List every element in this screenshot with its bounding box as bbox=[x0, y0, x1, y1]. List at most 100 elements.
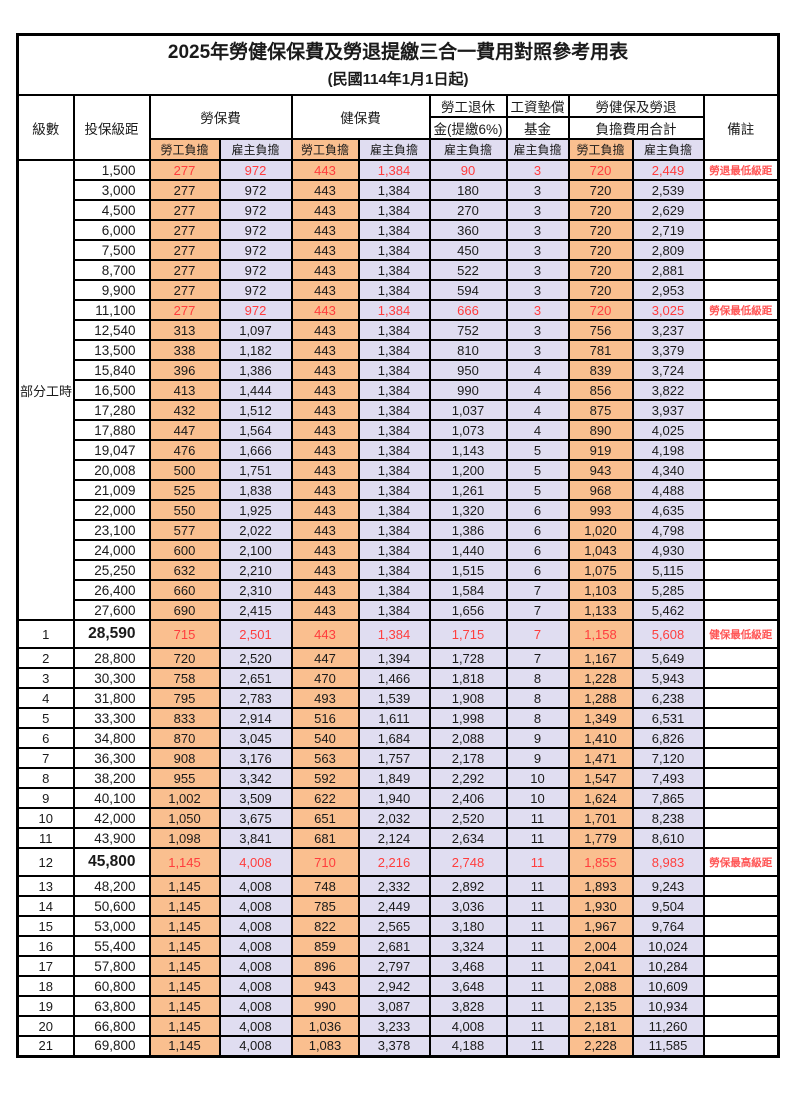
total-employer-cell: 2,449 bbox=[631, 159, 705, 181]
pension-employer-cell: 950 bbox=[428, 359, 508, 381]
bracket-cell: 27,600 bbox=[72, 599, 151, 621]
table-row: 3 30,300 758 2,651 470 1,466 1,818 8 1,228 5,943 bbox=[16, 667, 780, 689]
health-insurance-worker-cell: 447 bbox=[290, 647, 360, 669]
level-cell: 4 bbox=[16, 687, 75, 709]
remark-cell bbox=[702, 359, 780, 381]
pension-employer-cell: 180 bbox=[428, 179, 508, 201]
total-employer-cell: 4,198 bbox=[631, 439, 705, 461]
pension-employer-cell: 450 bbox=[428, 239, 508, 261]
wage-fund-employer-cell: 5 bbox=[505, 439, 570, 461]
total-employer-cell: 10,284 bbox=[631, 955, 705, 977]
bracket-cell: 26,400 bbox=[72, 579, 151, 601]
health-insurance-worker-cell: 822 bbox=[290, 915, 360, 937]
labor-insurance-employer-cell: 972 bbox=[218, 159, 293, 181]
labor-insurance-employer-cell: 972 bbox=[218, 259, 293, 281]
labor-insurance-worker-cell: 1,050 bbox=[148, 807, 221, 829]
bracket-cell: 25,250 bbox=[72, 559, 151, 581]
pension-employer-cell: 1,818 bbox=[428, 667, 508, 689]
health-insurance-employer-cell: 1,384 bbox=[357, 579, 431, 601]
header-row-groups-line2: 金(提繳6%) 基金 負擔費用合計 bbox=[18, 116, 779, 140]
total-employer-cell: 2,539 bbox=[631, 179, 705, 201]
labor-insurance-employer-cell: 4,008 bbox=[218, 975, 293, 997]
labor-insurance-worker-cell: 447 bbox=[148, 419, 221, 441]
total-employer-cell: 3,937 bbox=[631, 399, 705, 421]
health-insurance-worker-cell: 443 bbox=[290, 619, 360, 649]
wage-fund-employer-cell: 11 bbox=[505, 847, 570, 877]
remark-cell bbox=[702, 239, 780, 261]
total-worker-cell: 968 bbox=[567, 479, 634, 501]
remark-cell: 勞保最高級距 bbox=[702, 847, 780, 877]
total-worker-cell: 993 bbox=[567, 499, 634, 521]
health-insurance-worker-cell: 443 bbox=[290, 519, 360, 541]
total-worker-cell: 1,103 bbox=[567, 579, 634, 601]
health-insurance-employer-cell: 1,384 bbox=[357, 619, 431, 649]
pension-employer-cell: 90 bbox=[428, 159, 508, 181]
labor-insurance-employer-cell: 3,675 bbox=[218, 807, 293, 829]
labor-insurance-employer-cell: 1,182 bbox=[218, 339, 293, 361]
health-insurance-worker-cell: 748 bbox=[290, 875, 360, 897]
table-row: 17,280 432 1,512 443 1,384 1,037 4 875 3,937 bbox=[18, 399, 780, 421]
pension-employer-cell: 666 bbox=[428, 299, 508, 321]
total-employer-cell: 9,764 bbox=[631, 915, 705, 937]
table-row: 18 60,800 1,145 4,008 943 2,942 3,648 11 2,088 10… bbox=[16, 975, 780, 997]
remark-cell bbox=[702, 379, 780, 401]
bracket-cell: 63,800 bbox=[72, 995, 151, 1017]
remark-cell bbox=[702, 179, 780, 201]
health-insurance-worker-cell: 592 bbox=[290, 767, 360, 789]
labor-insurance-employer-cell: 2,651 bbox=[218, 667, 293, 689]
pension-employer-cell: 1,515 bbox=[428, 559, 508, 581]
total-employer-cell: 2,881 bbox=[631, 259, 705, 281]
level-cell: 21 bbox=[16, 1035, 75, 1057]
labor-insurance-worker-cell: 955 bbox=[148, 767, 221, 789]
health-insurance-employer-cell: 1,539 bbox=[357, 687, 431, 709]
labor-insurance-worker-cell: 720 bbox=[148, 647, 221, 669]
bracket-cell: 17,880 bbox=[72, 419, 151, 441]
level-cell: 16 bbox=[16, 935, 75, 957]
labor-insurance-employer-cell: 2,100 bbox=[218, 539, 293, 561]
total-worker-cell: 1,930 bbox=[567, 895, 634, 917]
level-cell: 11 bbox=[16, 827, 75, 849]
labor-insurance-employer-cell: 4,008 bbox=[218, 875, 293, 897]
pension-employer-cell: 1,998 bbox=[428, 707, 508, 729]
labor-insurance-employer-cell: 4,008 bbox=[218, 915, 293, 937]
labor-insurance-worker-cell: 870 bbox=[148, 727, 221, 749]
table-row: 21 69,800 1,145 4,008 1,083 3,378 4,188 11 2,228… bbox=[16, 1035, 780, 1057]
remark-cell bbox=[702, 1035, 780, 1057]
health-insurance-employer-cell: 3,233 bbox=[357, 1015, 431, 1037]
total-employer-cell: 7,120 bbox=[631, 747, 705, 769]
health-insurance-employer-cell: 1,384 bbox=[357, 539, 431, 561]
subheader-health-worker: 勞工負擔 bbox=[290, 138, 360, 161]
level-cell: 1 bbox=[16, 619, 75, 649]
bracket-cell: 57,800 bbox=[72, 955, 151, 977]
subheader-pension-employer: 雇主負擔 bbox=[428, 138, 508, 161]
labor-insurance-employer-cell: 972 bbox=[218, 279, 293, 301]
pension-employer-cell: 1,440 bbox=[428, 539, 508, 561]
subheader-total-employer: 雇主負擔 bbox=[631, 138, 705, 161]
col-header-remark: 備註 bbox=[702, 94, 780, 161]
total-worker-cell: 839 bbox=[567, 359, 634, 381]
table-row: 25,250 632 2,210 443 1,384 1,515 6 1,075 5,115 bbox=[18, 559, 780, 581]
pension-employer-cell: 2,406 bbox=[428, 787, 508, 809]
labor-insurance-employer-cell: 1,666 bbox=[218, 439, 293, 461]
pension-employer-cell: 522 bbox=[428, 259, 508, 281]
total-employer-cell: 2,719 bbox=[631, 219, 705, 241]
total-employer-cell: 9,243 bbox=[631, 875, 705, 897]
total-worker-cell: 2,181 bbox=[567, 1015, 634, 1037]
pension-employer-cell: 2,748 bbox=[428, 847, 508, 877]
total-worker-cell: 890 bbox=[567, 419, 634, 441]
bracket-cell: 60,800 bbox=[72, 975, 151, 997]
health-insurance-worker-cell: 443 bbox=[290, 419, 360, 441]
labor-insurance-worker-cell: 1,145 bbox=[148, 1015, 221, 1037]
table-row: 10 42,000 1,050 3,675 651 2,032 2,520 11 1,701 8,… bbox=[16, 807, 780, 829]
bracket-cell: 48,200 bbox=[72, 875, 151, 897]
total-employer-cell: 3,822 bbox=[631, 379, 705, 401]
wage-fund-employer-cell: 6 bbox=[505, 499, 570, 521]
pension-employer-cell: 2,892 bbox=[428, 875, 508, 897]
labor-insurance-employer-cell: 2,415 bbox=[218, 599, 293, 621]
remark-cell bbox=[702, 579, 780, 601]
health-insurance-employer-cell: 1,384 bbox=[357, 419, 431, 441]
wage-fund-employer-cell: 10 bbox=[505, 767, 570, 789]
table-row: 20 66,800 1,145 4,008 1,036 3,233 4,008 11 2,181… bbox=[16, 1015, 780, 1037]
bracket-cell: 50,600 bbox=[72, 895, 151, 917]
health-insurance-worker-cell: 443 bbox=[290, 239, 360, 261]
